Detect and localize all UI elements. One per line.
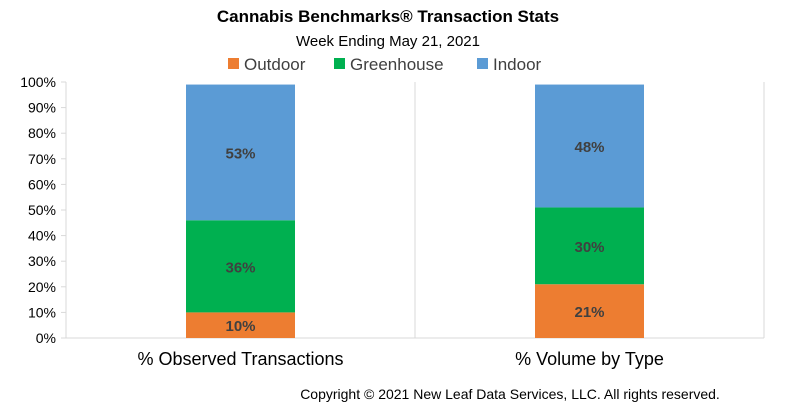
bar-segment-greenhouse-volume-by-type: [535, 207, 644, 285]
y-tick-label: 80%: [28, 125, 56, 141]
data-label-outdoor-observed-transactions: 10%: [225, 318, 255, 335]
legend-swatch-indoor: [477, 58, 488, 69]
y-tick-label: 70%: [28, 151, 56, 167]
legend-item-outdoor: Outdoor: [228, 55, 306, 74]
data-label-greenhouse-volume-by-type: 30%: [574, 239, 604, 256]
bar-segment-indoor-volume-by-type: [535, 84, 644, 208]
data-label-indoor-observed-transactions: 53%: [225, 145, 255, 162]
data-label-greenhouse-observed-transactions: 36%: [225, 259, 255, 276]
legend-swatch-greenhouse: [334, 58, 345, 69]
bar-segment-greenhouse-observed-transactions: [186, 220, 295, 313]
legend-item-greenhouse: Greenhouse: [334, 55, 444, 74]
legend-label-greenhouse: Greenhouse: [350, 55, 444, 74]
chart-subtitle: Week Ending May 21, 2021: [296, 33, 480, 50]
y-tick-label: 30%: [28, 253, 56, 269]
legend-item-indoor: Indoor: [477, 55, 542, 74]
legend-label-outdoor: Outdoor: [244, 55, 306, 74]
data-label-outdoor-volume-by-type: 21%: [574, 304, 604, 321]
x-axis-labels: % Observed Transactions % Volume by Type: [137, 349, 663, 369]
category-separator-lines: [65, 82, 765, 338]
legend-label-indoor: Indoor: [493, 55, 542, 74]
bar-stack-group: 10% 36% 53% 21% 30% 48%: [186, 84, 644, 338]
y-axis: 0% 10% 20% 30% 40% 50% 60% 70% 80% 90% 100%: [20, 74, 764, 346]
y-tick-label: 10%: [28, 304, 56, 320]
bar-segment-outdoor-observed-transactions: [186, 312, 295, 338]
bar-segment-indoor-observed-transactions: [186, 84, 295, 221]
legend-swatch-outdoor: [228, 58, 239, 69]
copyright-notice: Copyright © 2021 New Leaf Data Services,…: [300, 386, 720, 402]
x-category-label-observed-transactions: % Observed Transactions: [137, 349, 343, 369]
y-tick-label: 50%: [28, 202, 56, 218]
y-tick-label: 90%: [28, 100, 56, 116]
data-label-indoor-volume-by-type: 48%: [574, 139, 604, 156]
chart-legend: Outdoor Greenhouse Indoor: [228, 55, 542, 74]
y-tick-label: 60%: [28, 176, 56, 192]
chart-title: Cannabis Benchmarks® Transaction Stats: [217, 7, 559, 26]
y-tick-label: 40%: [28, 228, 56, 244]
y-tick-label: 100%: [20, 74, 56, 90]
bar-segment-outdoor-volume-by-type: [535, 284, 644, 338]
x-category-label-volume-by-type: % Volume by Type: [515, 349, 664, 369]
y-tick-label: 20%: [28, 279, 56, 295]
y-tick-label: 0%: [36, 330, 56, 346]
